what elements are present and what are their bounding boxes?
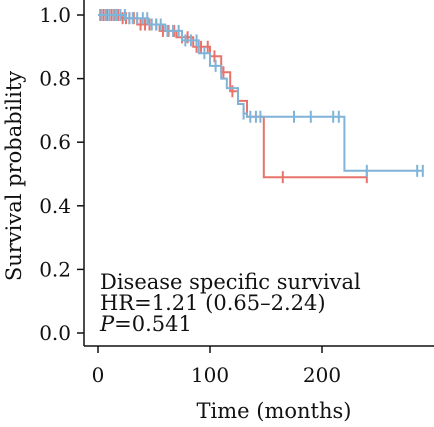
survival-curve-2	[98, 14, 423, 172]
plot-area	[98, 9, 424, 184]
y-tick-label: 0.0	[39, 321, 71, 345]
hazard-ratio-label: HR=1.21 (0.65–2.24)	[100, 291, 326, 315]
y-tick-label: 0.2	[39, 257, 71, 281]
y-tick-label: 0.6	[39, 130, 71, 154]
y-tick-label: 0.4	[39, 194, 71, 218]
y-axis-title: Survival probability	[2, 71, 26, 281]
axes: 0.0 0.2 0.4 0.6 0.8 1.0 0 100 200	[39, 0, 434, 387]
x-tick-label: 0	[92, 363, 105, 387]
y-tick-label: 0.8	[39, 67, 71, 91]
x-axis-title: Time (months)	[197, 399, 352, 423]
x-tick-label: 200	[303, 363, 341, 387]
p-symbol: P	[99, 312, 115, 336]
p-value: =0.541	[114, 312, 192, 336]
legend-title: Disease specific survival	[100, 270, 361, 294]
x-tick-label: 100	[191, 363, 229, 387]
y-tick-label: 1.0	[39, 3, 71, 27]
p-value-label: P=0.541	[99, 312, 192, 336]
